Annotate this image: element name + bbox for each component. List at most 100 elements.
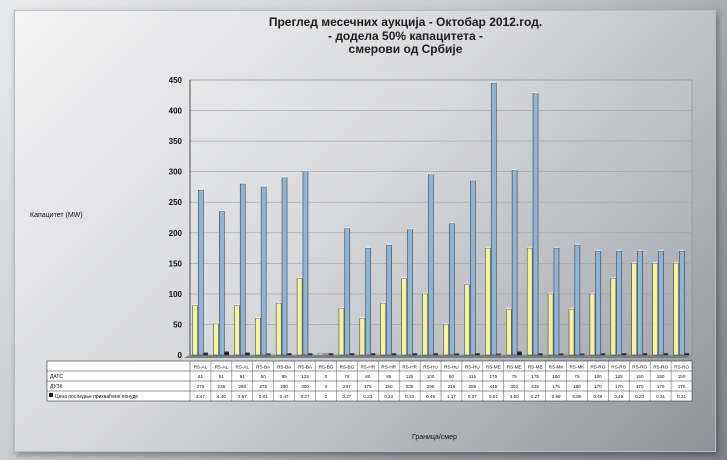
table-cell: 295 bbox=[427, 384, 435, 389]
table-cell: 205 bbox=[406, 384, 414, 389]
bar-cap bbox=[527, 246, 533, 249]
plot-floor bbox=[184, 355, 692, 358]
bar-cap bbox=[658, 249, 664, 252]
table-cell: 275 bbox=[259, 384, 267, 389]
x-tick-label: RS-MK bbox=[549, 365, 565, 370]
table-cell: 76 bbox=[344, 374, 350, 379]
bar-cap bbox=[240, 182, 246, 184]
table-cell: 115 bbox=[469, 374, 477, 379]
bar bbox=[401, 278, 407, 356]
table-cell: 270 bbox=[197, 384, 205, 389]
table-cell: 2.57 bbox=[238, 394, 247, 399]
x-tick-label: RS-HR bbox=[361, 365, 376, 370]
table-cell: 0.27 bbox=[468, 394, 477, 399]
bar-cap bbox=[616, 249, 622, 252]
bar-cap bbox=[569, 307, 575, 310]
x-tick-label: RS-RO bbox=[590, 365, 605, 370]
x-tick-label: RS-BA bbox=[277, 365, 292, 370]
bar-cap bbox=[359, 316, 365, 319]
bar bbox=[610, 278, 617, 356]
bar bbox=[454, 354, 460, 356]
bar-cap bbox=[548, 292, 554, 294]
table-cell: 175 bbox=[531, 374, 539, 379]
table-cell: 0.85 bbox=[572, 394, 581, 399]
table-cell: 0.81 bbox=[259, 394, 268, 399]
table-cell: 445 bbox=[489, 384, 497, 389]
bar-cap bbox=[255, 316, 261, 319]
bar bbox=[234, 305, 240, 356]
bar-cap bbox=[559, 352, 564, 355]
bar bbox=[281, 177, 288, 356]
bar-cap bbox=[533, 92, 539, 94]
bar bbox=[407, 229, 413, 356]
x-tick-label: RS-ME bbox=[528, 365, 543, 370]
table-cell: 170 bbox=[636, 384, 644, 389]
bar-cap bbox=[302, 170, 308, 172]
bar bbox=[595, 250, 602, 356]
table-cell: 100 bbox=[594, 374, 602, 379]
bar-cap bbox=[580, 353, 585, 355]
bar bbox=[338, 308, 345, 356]
bar-cap bbox=[485, 246, 491, 249]
table-cell: 0.31 bbox=[677, 394, 686, 399]
bar bbox=[517, 352, 522, 356]
table-cell: 81 bbox=[198, 374, 204, 379]
bar-cap bbox=[595, 249, 601, 252]
table-cell: 125 bbox=[615, 374, 623, 379]
bar bbox=[506, 308, 512, 356]
table-cell: 428 bbox=[531, 384, 539, 389]
y-tick-label: 150 bbox=[169, 259, 183, 268]
bar bbox=[553, 247, 560, 356]
bar bbox=[198, 189, 204, 356]
x-tick-label: RS-ME bbox=[507, 365, 522, 370]
table-cell: 0.13 bbox=[405, 394, 414, 399]
table-cell: 85 bbox=[386, 374, 392, 379]
legend-key bbox=[49, 393, 53, 397]
y-tick-label: 350 bbox=[169, 137, 183, 146]
table-cell: 175 bbox=[364, 384, 372, 389]
bar bbox=[302, 171, 309, 356]
table-cell: 51 bbox=[219, 374, 225, 379]
bar bbox=[245, 353, 250, 356]
table-cell: 0.27 bbox=[342, 394, 351, 399]
bar bbox=[213, 323, 219, 356]
bar-cap bbox=[589, 292, 595, 294]
bar-cap bbox=[297, 277, 303, 279]
table-cell: 175 bbox=[489, 374, 497, 379]
table-cell: 170 bbox=[657, 384, 665, 389]
bar bbox=[485, 247, 491, 356]
bar bbox=[350, 353, 355, 356]
bar bbox=[568, 308, 575, 356]
table-cell: 0.61 bbox=[489, 394, 498, 399]
table-cell: 235 bbox=[218, 384, 226, 389]
bar-cap bbox=[224, 350, 229, 353]
table-cell: 0.49 bbox=[593, 394, 602, 399]
chart-title-line-3: смерови од Србије bbox=[348, 42, 463, 56]
bar bbox=[490, 82, 497, 356]
x-tick-label: RS-BA bbox=[298, 365, 313, 370]
table-cell: 207 bbox=[343, 384, 351, 389]
bar bbox=[475, 353, 480, 356]
table-cell: 0 bbox=[325, 384, 328, 389]
y-tick-label: 450 bbox=[169, 76, 183, 85]
bar-cap bbox=[428, 173, 434, 175]
table-cell: 0 bbox=[325, 394, 328, 399]
table-cell: 0.99 bbox=[552, 394, 561, 399]
chart-title-line-2: - додела 50% капацитета - bbox=[327, 29, 484, 43]
plot-area bbox=[189, 79, 693, 356]
bar-cap bbox=[679, 249, 685, 252]
table-cell: 0.49 bbox=[426, 394, 435, 399]
bar-cap bbox=[470, 179, 476, 181]
bar-cap bbox=[344, 227, 350, 229]
bar bbox=[601, 353, 606, 356]
bar bbox=[380, 302, 387, 356]
bar-cap bbox=[637, 249, 643, 252]
bar bbox=[449, 223, 455, 356]
bar-cap bbox=[454, 352, 459, 355]
bar-cap bbox=[261, 185, 267, 187]
bar bbox=[344, 228, 351, 356]
bar bbox=[443, 324, 449, 356]
table-row-label: ДАТС bbox=[50, 374, 63, 380]
